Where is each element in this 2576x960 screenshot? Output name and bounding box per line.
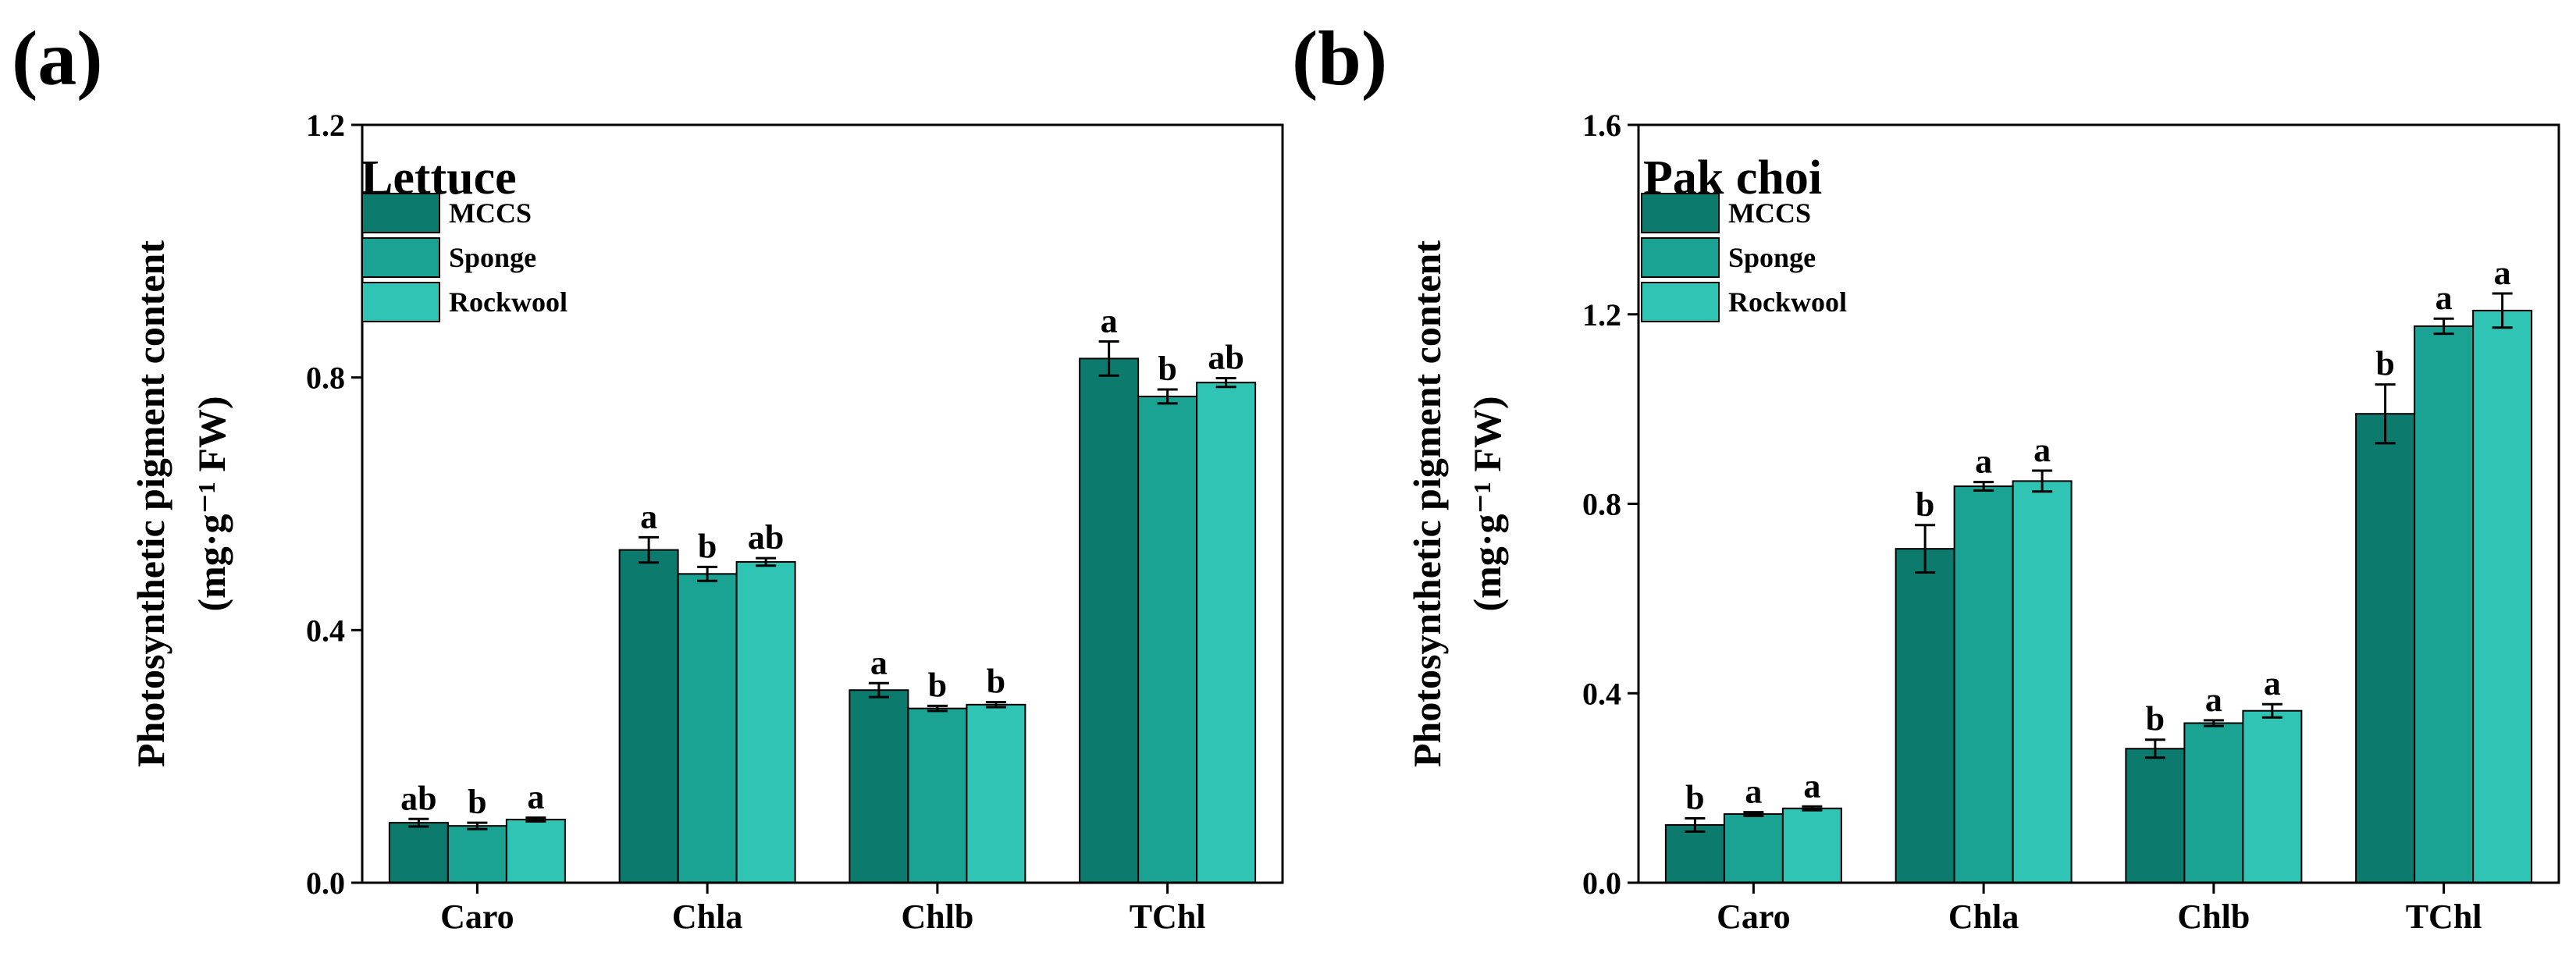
significance-letter: a — [1101, 302, 1118, 340]
bar — [2414, 325, 2475, 884]
x-tick-label: Chla — [1948, 898, 2019, 936]
significance-letter: b — [987, 663, 1005, 701]
significance-letter: a — [2033, 431, 2051, 469]
significance-letter: a — [2494, 254, 2511, 292]
bar — [2012, 480, 2073, 884]
x-tick-label: Chlb — [901, 898, 973, 936]
x-tick-label: Caro — [1717, 898, 1791, 936]
bar — [849, 689, 909, 884]
legend-label: Rockwool — [1728, 286, 1847, 318]
y-tick-label: 1.6 — [1582, 108, 1621, 143]
significance-letter: a — [2264, 664, 2281, 702]
significance-letter: b — [1158, 350, 1176, 388]
bar — [447, 825, 507, 884]
x-tick-label: TChl — [2406, 898, 2482, 936]
x-tick-label: TChl — [1130, 898, 1206, 936]
significance-letter: b — [2375, 345, 2394, 383]
x-tick-label: Chlb — [2177, 898, 2250, 936]
bar — [907, 707, 968, 884]
legend-label: Sponge — [449, 242, 536, 273]
legend-label: Rockwool — [449, 286, 568, 318]
y-tick-label: 0.8 — [1582, 487, 1621, 522]
bar — [505, 819, 566, 884]
significance-letter: b — [468, 783, 486, 821]
chart-panel-2: (b) Photosynthetic pigment content (mg·g⁻¹… — [1292, 15, 2560, 936]
significance-letter: b — [2146, 700, 2165, 738]
legend-swatch — [1641, 237, 1720, 278]
x-tick-label: Caro — [440, 898, 514, 936]
legend-swatch — [361, 282, 440, 322]
bar — [966, 703, 1026, 884]
y-axis-unit-label: (mg·g⁻¹ FW) — [1465, 396, 1509, 611]
bar — [1079, 357, 1140, 884]
significance-letter: a — [1745, 773, 1762, 811]
bar — [1781, 807, 1842, 884]
bar — [1895, 548, 1955, 884]
significance-letter: a — [870, 643, 888, 681]
y-tick-label: 1.2 — [306, 108, 345, 143]
y-tick-label: 0.8 — [306, 361, 345, 396]
legend-swatch — [361, 193, 440, 233]
y-tick-label: 0.0 — [306, 866, 345, 901]
significance-letter: b — [698, 527, 717, 565]
significance-letter: a — [2205, 681, 2222, 719]
bar — [2472, 309, 2533, 884]
bar — [388, 822, 449, 884]
bar — [618, 549, 679, 884]
legend-swatch — [1641, 193, 1720, 233]
x-tick-label: Chla — [672, 898, 742, 936]
panel-label: (a) — [12, 15, 103, 101]
significance-letter: b — [1685, 778, 1704, 816]
bar — [1137, 395, 1198, 884]
bar — [1664, 823, 1725, 884]
legend-label: MCCS — [449, 197, 532, 229]
significance-letter: a — [1803, 766, 1820, 805]
bar — [735, 560, 796, 884]
significance-letter: b — [928, 666, 947, 704]
bar — [1196, 382, 1257, 884]
bar — [1953, 485, 2014, 884]
significance-letter: b — [1916, 485, 1934, 524]
significance-letter: a — [2435, 279, 2453, 317]
y-axis-label: Photosynthetic pigment content — [129, 240, 173, 767]
significance-letter: a — [640, 497, 657, 535]
bar — [2242, 709, 2303, 884]
bar — [2355, 413, 2416, 884]
significance-letter: ab — [400, 779, 436, 817]
legend-swatch — [1641, 282, 1720, 322]
bar — [677, 573, 738, 884]
significance-letter: a — [1975, 443, 1992, 481]
y-tick-label: 0.4 — [306, 613, 345, 648]
plot-frame — [361, 123, 1284, 884]
legend-label: Sponge — [1728, 242, 1816, 273]
significance-letter: a — [527, 778, 544, 816]
panel-label: (b) — [1292, 15, 1387, 101]
bar — [1723, 813, 1784, 884]
y-axis-unit-label: (mg·g⁻¹ FW) — [190, 396, 233, 611]
y-tick-label: 1.2 — [1582, 297, 1621, 332]
legend-swatch — [361, 237, 440, 278]
y-axis-label: Photosynthetic pigment content — [1405, 240, 1449, 767]
y-tick-label: 0.0 — [1582, 866, 1621, 901]
plot-frame — [1637, 123, 2560, 884]
legend-label: MCCS — [1728, 197, 1811, 229]
y-tick-label: 0.4 — [1582, 676, 1621, 711]
chart-panel-1: (a) Photosynthetic pigment content (mg·g⁻¹… — [12, 15, 1284, 936]
bar — [2183, 722, 2244, 884]
significance-letter: ab — [748, 518, 784, 556]
bar — [2125, 748, 2186, 884]
significance-letter: ab — [1208, 338, 1244, 376]
